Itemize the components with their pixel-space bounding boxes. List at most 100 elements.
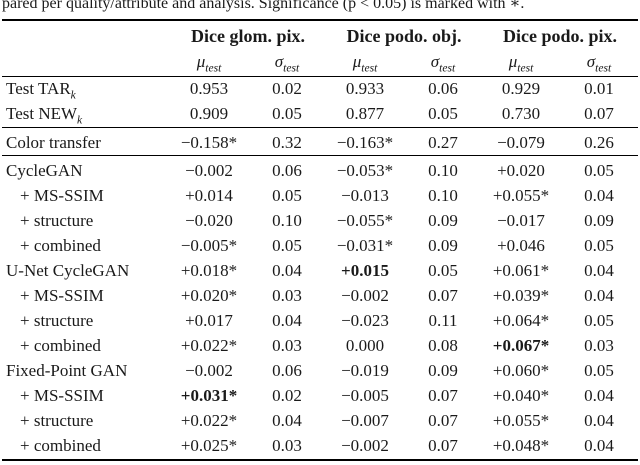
value-cell: 0.09 — [428, 361, 458, 380]
sigma-test-header-2: σtest — [404, 49, 482, 77]
value-cell: −0.002 — [341, 286, 389, 305]
row-label-text: + MS-SSIM — [20, 286, 104, 305]
value-cell: −0.017 — [497, 211, 545, 230]
row-label: + combined — [2, 234, 170, 259]
table-body: Test TARk 0.953 0.02 0.933 0.06 0.929 0.01 Test… — [2, 76, 638, 460]
value-cell: +0.060* — [492, 361, 550, 380]
value-cell: +0.018* — [180, 261, 238, 280]
value-cell: 0.04 — [584, 386, 614, 405]
value-cell: 0.730 — [501, 104, 541, 123]
row-label-text: + MS-SSIM — [20, 386, 104, 405]
test-subscript: test — [595, 60, 612, 74]
value-cell: −0.013 — [341, 186, 389, 205]
value-cell: +0.022* — [180, 336, 238, 355]
value-cell: 0.05 — [584, 361, 614, 380]
value-cell: 0.09 — [428, 236, 458, 255]
test-subscript: test — [205, 60, 222, 74]
test-subscript: test — [517, 60, 534, 74]
value-cell: 0.04 — [584, 261, 614, 280]
value-cell: 0.07 — [584, 104, 614, 123]
row-label-text: U-Net CycleGAN — [6, 261, 130, 280]
value-cell: 0.933 — [345, 79, 385, 98]
value-cell: 0.05 — [428, 261, 458, 280]
value-cell: 0.07 — [428, 386, 458, 405]
value-cell: +0.025* — [180, 436, 238, 455]
value-cell: −0.079 — [482, 126, 560, 156]
value-cell: −0.163* — [326, 126, 404, 156]
sigma-symbol: σ — [586, 51, 596, 71]
sigma-symbol: σ — [274, 51, 284, 71]
table-row: + combined −0.005* 0.05 −0.031* 0.09 +0.046 0.… — [2, 234, 638, 259]
row-label-text: + MS-SSIM — [20, 186, 104, 205]
value-cell: 0.02 — [272, 386, 302, 405]
test-subscript: test — [361, 60, 378, 74]
value-cell: 0.09 — [428, 211, 458, 230]
value-cell: 0.27 — [404, 126, 482, 156]
value-cell: 0.08 — [428, 336, 458, 355]
table-row: + structure +0.022* 0.04 −0.007 0.07 +0.055* 0… — [2, 409, 638, 434]
value-cell: −0.005 — [341, 386, 389, 405]
row-label: + MS-SSIM — [2, 184, 170, 209]
value-cell: +0.014 — [185, 186, 233, 205]
row-label: + structure — [2, 309, 170, 334]
row-label-text: Test NEW — [6, 104, 78, 123]
row-label: + combined — [2, 334, 170, 359]
table-row: + structure −0.020 0.10 −0.055* 0.09 −0.017 0.… — [2, 209, 638, 234]
value-cell: 0.04 — [584, 286, 614, 305]
value-cell: 0.05 — [584, 236, 614, 255]
row-label-text: + structure — [20, 311, 94, 330]
value-cell: −0.019 — [341, 361, 389, 380]
value-cell: 0.04 — [272, 261, 302, 280]
value-cell: 0.03 — [272, 286, 302, 305]
table-subheader-row: μtest σtest μtest σtest μtest σtest — [2, 49, 638, 77]
table-caption-partial: pared per quality/attribute and analysis… — [2, 0, 638, 13]
row-label: + structure — [2, 409, 170, 434]
table-row: Fixed-Point GAN −0.002 0.06 −0.019 0.09 +0.06… — [2, 359, 638, 384]
table-row: + combined +0.025* 0.03 −0.002 0.07 +0.048* 0.… — [2, 434, 638, 460]
row-label-text: + combined — [20, 336, 101, 355]
value-cell: 0.04 — [584, 186, 614, 205]
value-cell: −0.031* — [336, 236, 394, 255]
table-row: U-Net CycleGAN +0.018* 0.04 +0.015 0.05 +0.06… — [2, 259, 638, 284]
value-cell: +0.020* — [180, 286, 238, 305]
value-cell: +0.046 — [497, 236, 545, 255]
value-cell: 0.05 — [560, 155, 638, 184]
row-label-text: + structure — [20, 411, 94, 430]
empty-corner-cell — [2, 20, 170, 49]
row-label: U-Net CycleGAN — [2, 259, 170, 284]
row-label: + MS-SSIM — [2, 284, 170, 309]
value-cell: 0.06 — [248, 155, 326, 184]
row-label-text: Color transfer — [6, 132, 101, 152]
test-subscript: test — [283, 60, 300, 74]
table-group-header-row: Dice glom. pix. Dice podo. obj. Dice pod… — [2, 20, 638, 49]
row-label: Test TARk — [2, 76, 170, 102]
mu-test-header-1: μtest — [170, 49, 248, 77]
row-label-text: + structure — [20, 211, 94, 230]
row-label-text: + combined — [20, 436, 101, 455]
value-cell: 0.04 — [272, 311, 302, 330]
row-label: + structure — [2, 209, 170, 234]
value-cell: −0.158* — [170, 126, 248, 156]
row-label-text: + combined — [20, 236, 101, 255]
value-cell: 0.929 — [501, 79, 541, 98]
value-cell: 0.03 — [272, 436, 302, 455]
row-label: + combined — [2, 434, 170, 460]
value-cell: 0.01 — [584, 79, 614, 98]
value-cell: +0.055* — [492, 186, 550, 205]
value-cell: 0.04 — [272, 411, 302, 430]
value-cell: +0.022* — [180, 411, 238, 430]
col-group-dice-podo-obj: Dice podo. obj. — [346, 26, 462, 46]
value-cell: +0.061* — [492, 261, 550, 280]
row-label-subscript: k — [77, 113, 83, 127]
value-cell: 0.03 — [272, 336, 302, 355]
value-cell: +0.067* — [492, 336, 550, 355]
row-label-text: CycleGAN — [6, 161, 83, 180]
sigma-symbol: σ — [430, 51, 440, 71]
value-cell: −0.002 — [185, 361, 233, 380]
value-cell: 0.877 — [345, 104, 385, 123]
mu-symbol: μ — [508, 51, 518, 71]
value-cell: 0.05 — [584, 311, 614, 330]
value-cell: 0.10 — [272, 211, 302, 230]
table-row: + MS-SSIM +0.020* 0.03 −0.002 0.07 +0.039* 0.0… — [2, 284, 638, 309]
